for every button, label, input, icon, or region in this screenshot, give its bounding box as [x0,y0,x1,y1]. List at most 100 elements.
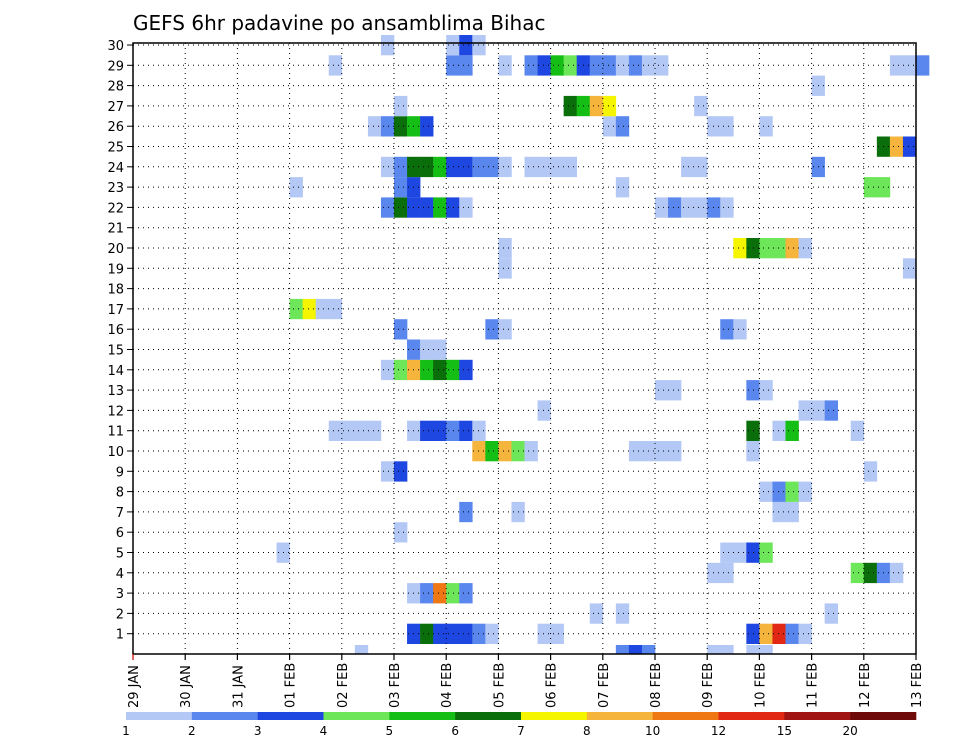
heatmap-cell [772,481,786,502]
heatmap-cell [459,156,473,178]
heatmap-cell [420,156,434,178]
legend-label: 1 [122,724,130,738]
legend-swatch [850,712,917,720]
heatmap-cell [759,623,773,644]
heatmap-cell [733,319,747,340]
heatmap-cell [485,441,499,462]
heatmap-cell [537,156,551,178]
heatmap-cell [785,238,799,259]
x-tick-label: 06 FEB [545,663,560,708]
heatmap-cell [380,461,395,482]
heatmap-cell [485,623,499,644]
heatmap-cell [394,461,408,482]
legend-swatch [323,712,390,720]
heatmap-cell [902,55,917,76]
legend-swatch [191,712,258,720]
heatmap-cell [863,562,878,584]
heatmap-cell [394,522,408,543]
heatmap-cell [328,55,343,76]
chart-title: GEFS 6hr padavine po ansamblima Bihac [133,11,545,35]
heatmap-cell [889,562,904,584]
heatmap-cell [446,420,460,441]
heatmap-cell [824,400,838,421]
heatmap-cell [433,583,447,604]
heatmap-cell [315,298,330,320]
heatmap-cell [850,420,865,441]
heatmap-cell [720,645,734,654]
heatmap-cell [720,319,734,340]
heatmap-cell [902,136,917,157]
y-tick-label: 9 [116,465,124,480]
heatmap-cell [433,359,447,381]
heatmap-cell [459,197,473,218]
y-tick-label: 10 [107,445,124,460]
heatmap-cell [785,481,799,502]
y-tick-label: 23 [107,181,124,196]
legend-swatch [521,712,588,720]
heatmap-cell [420,116,434,137]
legend-label: 15 [777,724,792,738]
heatmap-cell [798,623,812,644]
heatmap-cell [550,156,564,178]
heatmap-cell [863,461,878,482]
heatmap-cell [420,623,434,644]
x-tick-label: 02 FEB [336,663,351,708]
y-tick-label: 27 [107,100,124,115]
y-tick-label: 21 [107,222,124,237]
y-tick-label: 25 [107,141,124,156]
heatmap-cell [446,197,460,218]
heatmap-cell [485,156,499,178]
heatmap-cell [394,177,408,198]
heatmap-cell [720,116,734,137]
heatmap-cell [498,319,512,340]
legend-swatch [389,712,456,720]
heatmap-cell [720,562,734,584]
heatmap-cell [367,116,382,137]
heatmap-cell [772,420,786,441]
heatmap-cell [589,95,604,117]
heatmap-cell [302,298,316,320]
heatmap-cell [694,156,708,178]
heatmap-cell [668,380,682,401]
heatmap-cell [394,319,408,340]
heatmap-cell [446,156,460,178]
heatmap-cell [602,116,617,137]
y-tick-label: 28 [107,80,124,95]
legend-label: 5 [386,724,394,738]
legend-label: 4 [320,724,328,738]
heatmap-cell [485,319,499,340]
heatmap-cell [498,55,512,76]
heatmap-cell [367,420,382,441]
legend-swatch [586,712,653,720]
heatmap-cell [459,583,473,604]
y-tick-label: 15 [107,344,124,359]
heatmap-cell [446,55,460,76]
heatmap-cell [459,55,473,76]
y-tick-label: 6 [116,526,124,541]
heatmap-cell [655,380,669,401]
heatmap-cell [459,35,473,56]
heatmap-cell [628,441,643,462]
heatmap-cell [785,623,799,644]
y-tick-label: 12 [107,404,124,419]
heatmap-cell [446,583,460,604]
heatmap-cell [668,197,682,218]
heatmap-cell [328,298,343,320]
heatmap-cell [498,156,512,178]
heatmap-cell [420,420,434,441]
heatmap-cell [628,55,643,76]
heatmap-cell [289,298,303,320]
heatmap-cell [524,55,538,76]
legend-label: 6 [451,724,459,738]
heatmap-cell [615,116,630,137]
heatmap-cell [824,603,838,624]
heatmap-cell [550,55,564,76]
heatmap-cell [420,583,434,604]
heatmap-cell [785,501,799,523]
y-tick-label: 2 [116,607,124,622]
heatmap-cell [889,136,904,157]
y-tick-label: 1 [116,628,124,643]
heatmap-cell [602,95,617,117]
heatmap-cell [759,481,773,502]
